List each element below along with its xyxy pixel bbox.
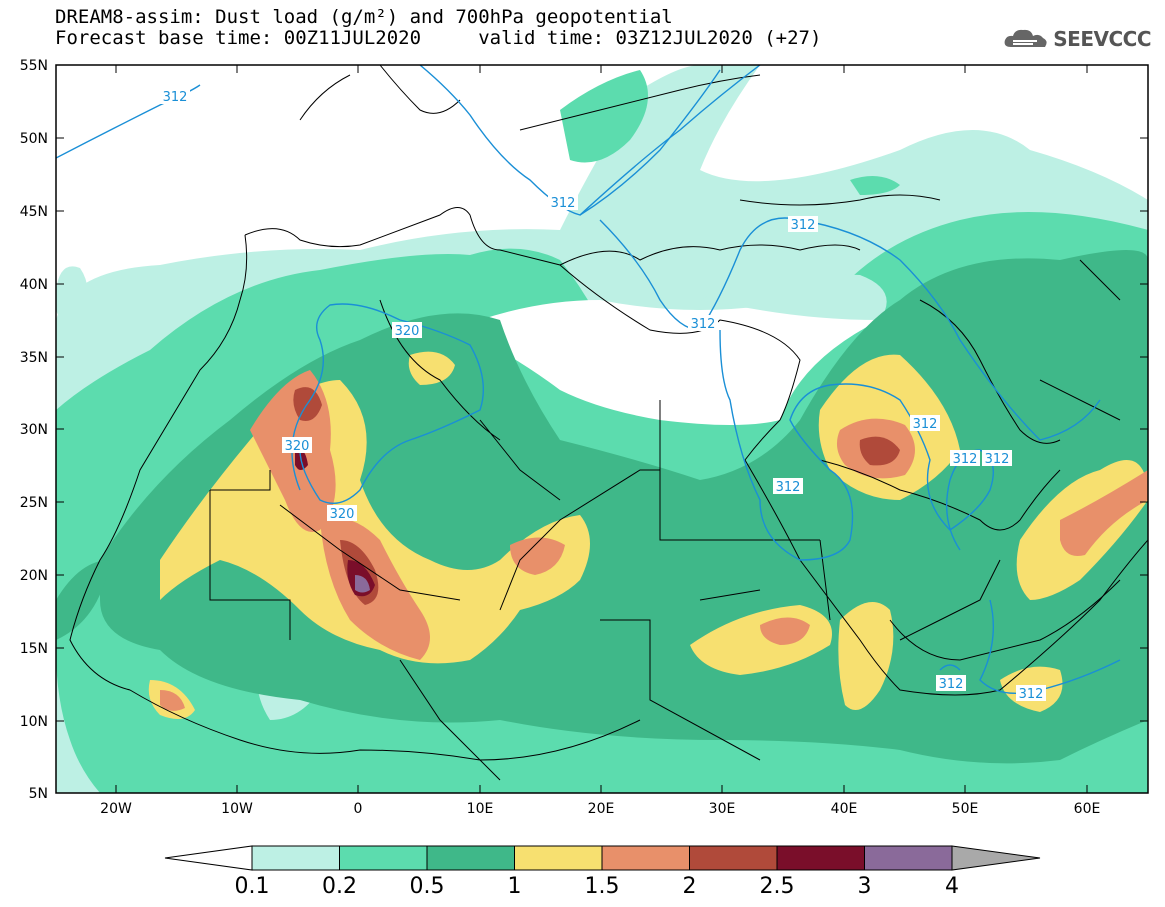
map-subtitle: Forecast base time: 00Z11JUL2020 valid t… xyxy=(55,27,822,49)
contour-label: 312 xyxy=(950,450,980,467)
contour-label: 312 xyxy=(788,216,818,233)
colorbar-box xyxy=(689,845,778,871)
lat-label: 15N xyxy=(20,641,48,657)
cloud-icon xyxy=(1004,29,1047,47)
lon-label: 20E xyxy=(588,801,615,817)
dust-level-1.5 xyxy=(160,690,185,711)
lat-label: 5N xyxy=(29,786,48,802)
dust-level-0.1 xyxy=(56,266,88,319)
colorbar-label: 3 xyxy=(858,874,872,899)
lat-label: 25N xyxy=(20,495,48,511)
svg-text:312: 312 xyxy=(939,677,964,692)
latitude-labels: 55N 50N 45N 40N 35N 30N 25N 20N 15N 10N … xyxy=(20,58,48,802)
dust-level-3 xyxy=(355,575,370,593)
colorbar: 0.1 0.2 0.5 1 1.5 2 2.5 3 4 xyxy=(164,845,1041,899)
contour-label: 312 xyxy=(982,450,1012,467)
coastlines xyxy=(69,65,1148,781)
colorbar-box xyxy=(776,845,865,871)
lon-label: 30E xyxy=(709,801,736,817)
lon-label: 10W xyxy=(221,801,253,817)
dust-level-1.5 xyxy=(510,537,565,575)
lat-label: 40N xyxy=(20,277,48,293)
lon-label: 0 xyxy=(354,801,363,817)
contour-label: 312 xyxy=(548,194,578,211)
colorbar-label: 2 xyxy=(683,874,697,899)
colorbar-box xyxy=(426,845,515,871)
dust-level-1 xyxy=(408,351,455,385)
colorbar-label: 1.5 xyxy=(585,874,620,899)
contour-label: 320 xyxy=(392,322,422,339)
dust-field xyxy=(56,65,1148,793)
dust-level-1.5 xyxy=(760,617,810,645)
lat-label: 55N xyxy=(20,58,48,74)
lat-label: 50N xyxy=(20,131,48,147)
colorbar-label: 0.2 xyxy=(322,874,357,899)
axis-ticks xyxy=(56,64,1148,794)
dust-level-0.2 xyxy=(560,70,648,163)
colorbar-label: 0.1 xyxy=(235,874,270,899)
dust-level-2 xyxy=(859,436,900,466)
lon-label: 20W xyxy=(100,801,132,817)
geopotential-contours xyxy=(56,65,1121,695)
svg-text:312: 312 xyxy=(776,480,801,495)
lat-label: 35N xyxy=(20,350,48,366)
svg-text:312: 312 xyxy=(985,452,1010,467)
colorbar-over-arrow xyxy=(951,845,1041,871)
longitude-labels: 20W 10W 0 10E 20E 30E 40E 50E 60E xyxy=(100,801,1100,817)
contour-label: 312 xyxy=(773,478,803,495)
colorbar-under-arrow xyxy=(164,845,253,871)
contour-label: 312 xyxy=(910,415,940,432)
svg-text:312: 312 xyxy=(1019,687,1044,702)
svg-text:312: 312 xyxy=(691,317,716,332)
svg-text:312: 312 xyxy=(913,417,938,432)
contour-labels: 312 312 312 312 320 320 320 312 312 312 … xyxy=(160,88,1046,702)
colorbar-label: 4 xyxy=(945,874,959,899)
seevccc-logo: SEEVCCC xyxy=(1003,24,1151,54)
colorbar-box xyxy=(514,845,603,871)
logo-text: SEEVCCC xyxy=(1053,27,1151,51)
contour-label: 320 xyxy=(282,437,312,454)
contour-label: 312 xyxy=(1016,685,1046,702)
svg-text:320: 320 xyxy=(285,439,310,454)
colorbar-box xyxy=(864,845,953,871)
contour-label: 312 xyxy=(688,315,718,332)
lat-label: 20N xyxy=(20,568,48,584)
svg-text:320: 320 xyxy=(330,507,355,522)
lat-label: 45N xyxy=(20,204,48,220)
lat-label: 30N xyxy=(20,422,48,438)
svg-text:312: 312 xyxy=(551,196,576,211)
lon-label: 50E xyxy=(952,801,979,817)
svg-text:312: 312 xyxy=(791,218,816,233)
svg-text:312: 312 xyxy=(163,90,188,105)
colorbar-label: 0.5 xyxy=(410,874,445,899)
contour-label: 312 xyxy=(936,675,966,692)
lon-label: 60E xyxy=(1074,801,1101,817)
lon-label: 40E xyxy=(831,801,858,817)
svg-text:320: 320 xyxy=(395,324,420,339)
colorbar-label: 1 xyxy=(508,874,522,899)
contour-label: 320 xyxy=(327,505,357,522)
dust-level-1.5 xyxy=(1060,470,1148,556)
colorbar-box xyxy=(339,845,428,871)
map-title: DREAM8-assim: Dust load (g/m²) and 700hP… xyxy=(55,6,673,28)
contour-label: 312 xyxy=(160,88,190,105)
colorbar-label: 2.5 xyxy=(760,874,795,899)
colorbar-box xyxy=(251,845,340,871)
colorbar-box xyxy=(601,845,690,871)
lon-label: 10E xyxy=(467,801,494,817)
svg-text:312: 312 xyxy=(953,452,978,467)
dust-level-0.2 xyxy=(850,176,900,195)
lat-label: 10N xyxy=(20,714,48,730)
